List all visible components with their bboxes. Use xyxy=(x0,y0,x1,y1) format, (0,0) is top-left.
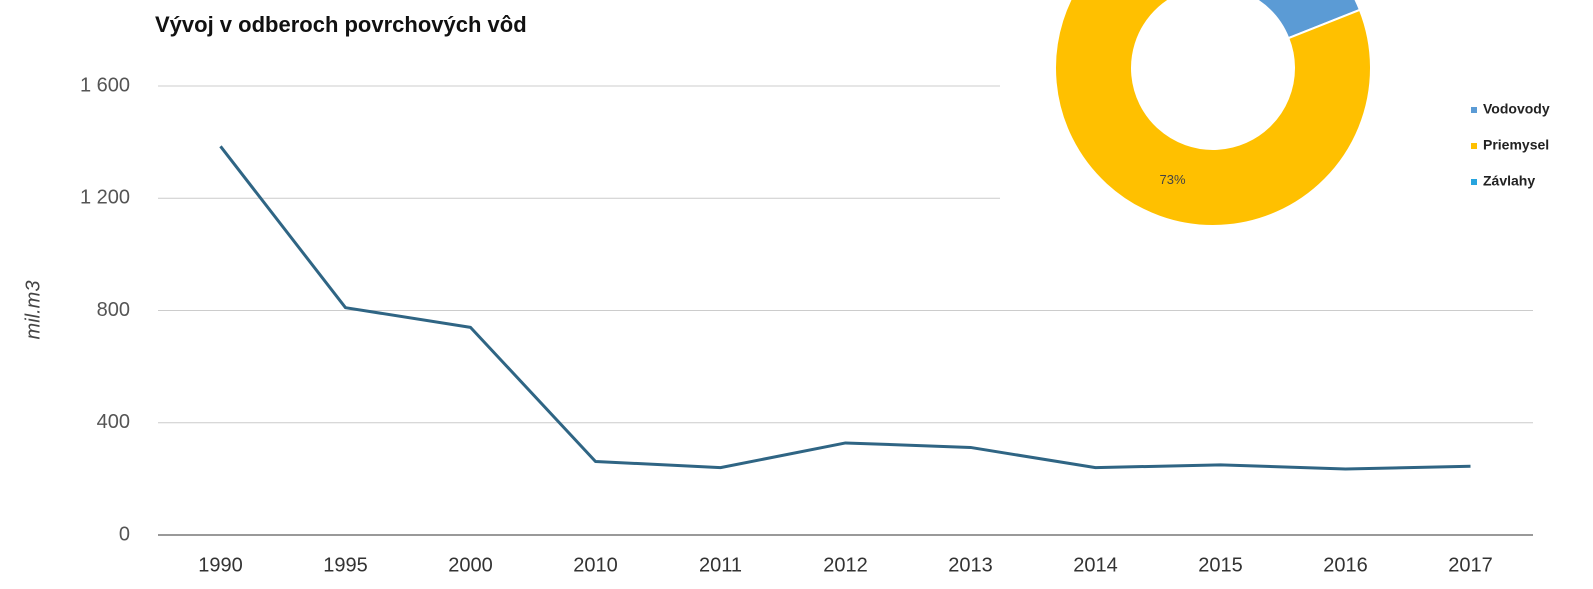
value-label: 73% xyxy=(1160,172,1186,187)
x-tick-label: 2015 xyxy=(1198,554,1243,576)
y-tick-label: 800 xyxy=(97,299,130,321)
legend-swatch xyxy=(1471,143,1477,149)
x-tick-label: 2014 xyxy=(1073,554,1118,576)
x-tick-label: 2000 xyxy=(448,554,493,576)
x-tick-label: 2010 xyxy=(573,554,618,576)
donut-segment xyxy=(1054,0,1372,227)
donut-chart: Vodovody 73% Priemysel Závlahy xyxy=(1054,0,1550,227)
chart-title: Vývoj v odberoch povrchových vôd xyxy=(155,12,527,37)
x-tick-label: 1995 xyxy=(323,554,368,576)
donut-segment xyxy=(1255,0,1362,40)
x-tick-label: 1990 xyxy=(198,554,243,576)
y-tick-label: 0 xyxy=(119,523,130,545)
legend-label: Závlahy xyxy=(1483,173,1535,189)
x-tick-label: 2013 xyxy=(948,554,993,576)
y-tick-label: 400 xyxy=(97,411,130,433)
data-line xyxy=(219,145,1471,471)
legend-label: Priemysel xyxy=(1483,137,1549,153)
legend-label: Vodovody xyxy=(1483,101,1550,117)
x-tick-label: 2017 xyxy=(1448,554,1493,576)
y-tick-label: 1 200 xyxy=(80,187,130,209)
legend-swatch xyxy=(1471,179,1477,185)
x-tick-label: 2011 xyxy=(699,554,742,576)
legend-swatch xyxy=(1471,107,1477,113)
x-tick-label: 2016 xyxy=(1323,554,1368,576)
y-tick-label: 1 600 xyxy=(80,74,130,96)
y-axis-label: mil.m3 xyxy=(22,281,44,340)
x-tick-label: 2012 xyxy=(823,554,868,576)
line-chart: 0 400 800 1 200 1 600 1990 1995 2000 2010 2011 201… xyxy=(80,74,1533,576)
